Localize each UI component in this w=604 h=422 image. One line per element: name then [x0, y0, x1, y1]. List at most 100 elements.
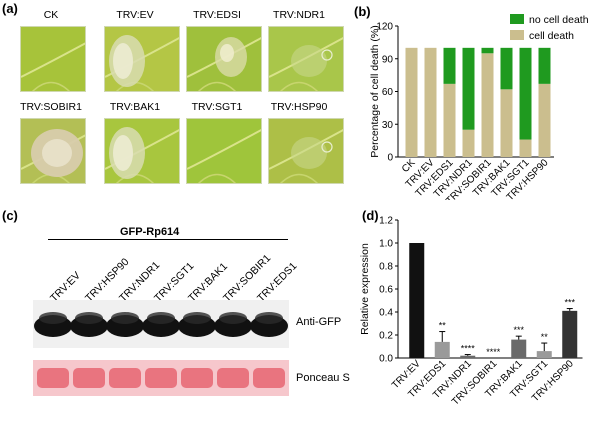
legend-swatch	[510, 14, 524, 24]
leaf-label: TRV:EV	[116, 9, 154, 21]
blot-band	[219, 312, 247, 324]
y-tick-label: 0	[387, 153, 393, 164]
bar-cell-death	[500, 89, 513, 157]
leaf-photo	[104, 118, 180, 184]
y-axis-label: Relative expression	[359, 243, 371, 335]
leaf-image	[21, 27, 85, 91]
y-tick-label: 30	[382, 120, 394, 131]
blot-band	[39, 312, 67, 324]
panel-label-d: (d)	[362, 208, 379, 223]
blot-band	[111, 312, 139, 324]
leaf-label: TRV:HSP90	[270, 101, 328, 113]
bar-no-cell-death	[538, 47, 551, 84]
ponceau-label: Ponceau S	[296, 372, 350, 384]
y-tick-label: 0.8	[379, 262, 393, 273]
expression-bar	[536, 351, 552, 358]
panel-label-c: (c)	[2, 208, 18, 223]
ponceau-band	[73, 368, 105, 388]
bar-cell-death	[538, 83, 551, 157]
leaf-photo	[268, 118, 344, 184]
leaf-photo	[186, 118, 262, 184]
leaf-label: TRV:SGT1	[191, 101, 243, 113]
blot-band	[75, 312, 103, 324]
y-tick-label: 0.2	[379, 331, 393, 342]
relative-expression-chart: 0.0 0.2 0.4 0.6 0.8 1.0 1.2 Relative expression…	[359, 216, 583, 408]
y-tick-label: 1.2	[379, 216, 393, 227]
leaf-image	[269, 119, 343, 183]
bar-cell-death	[424, 47, 437, 158]
bar-cell-death	[481, 53, 494, 157]
lesion	[42, 139, 72, 167]
bar-no-cell-death	[481, 47, 494, 54]
ponceau-band	[217, 368, 249, 388]
y-tick-label: 120	[376, 22, 393, 33]
legend-label: cell death	[529, 30, 574, 42]
bar-no-cell-death	[519, 47, 532, 140]
lesion	[113, 43, 133, 79]
significance-marker: ***	[564, 298, 575, 308]
expression-bar	[562, 310, 578, 358]
anti-gfp-label: Anti-GFP	[296, 316, 342, 328]
ponceau-stain	[33, 360, 289, 396]
leaf-image	[105, 119, 179, 183]
leaf-label: CK	[43, 9, 59, 21]
lesion	[113, 135, 133, 171]
expression-bar	[460, 355, 476, 358]
leaf-vein	[187, 128, 261, 170]
significance-marker: ****	[486, 347, 501, 357]
leaf-photo	[104, 26, 180, 92]
leaf-vein	[280, 81, 318, 91]
leaf-image	[21, 119, 85, 183]
significance-marker: ****	[461, 344, 476, 354]
bar-cell-death	[462, 129, 475, 157]
significance-marker: **	[541, 332, 549, 342]
expression-bar	[511, 339, 527, 358]
y-tick-label: 1.0	[379, 239, 393, 250]
lesion	[321, 141, 333, 153]
leaf-vein	[32, 81, 70, 91]
leaf-vein	[21, 42, 85, 78]
legend-swatch	[510, 30, 524, 40]
leaf-image	[187, 27, 261, 91]
leaf-label: TRV:SOBIR1	[20, 101, 82, 113]
bar-no-cell-death	[462, 47, 475, 130]
leaf-photo	[186, 26, 262, 92]
leaf-image	[187, 119, 261, 183]
leaf-label: TRV:NDR1	[273, 9, 325, 21]
leaf-base	[187, 119, 261, 183]
lesion	[291, 137, 327, 169]
y-tick-label: 0.0	[379, 354, 393, 365]
ponceau-band	[181, 368, 213, 388]
leaf-base	[21, 27, 85, 91]
ponceau-band	[253, 368, 285, 388]
lesion	[220, 44, 234, 62]
blot-band	[255, 312, 283, 324]
bar-cell-death	[443, 83, 456, 157]
leaf-image	[269, 27, 343, 91]
blot-header-line	[48, 239, 288, 240]
legend-label: no cell death	[529, 14, 589, 26]
y-tick-label: 90	[382, 54, 394, 65]
lesion	[291, 45, 327, 77]
significance-marker: ***	[513, 325, 524, 335]
panel-label-a: (a)	[2, 1, 18, 16]
ponceau-band	[37, 368, 69, 388]
leaf-label: TRV:EDSI	[193, 9, 241, 21]
leaf-photo	[20, 26, 86, 92]
blot-band	[183, 312, 211, 324]
anti-gfp-blot	[33, 300, 289, 348]
y-tick-label: 0.6	[379, 285, 393, 296]
ponceau-band	[109, 368, 141, 388]
bar-cell-death	[519, 139, 532, 157]
leaf-photo	[20, 118, 86, 184]
leaf-photo	[268, 26, 344, 92]
ponceau-band	[145, 368, 177, 388]
leaf-vein	[198, 81, 236, 91]
expression-bar	[409, 243, 425, 358]
blot-band	[147, 312, 175, 324]
y-tick-label: 0.4	[379, 308, 393, 319]
bar-no-cell-death	[500, 47, 513, 90]
leaf-label: TRV:BAK1	[109, 101, 161, 113]
y-tick-label: 60	[382, 87, 394, 98]
